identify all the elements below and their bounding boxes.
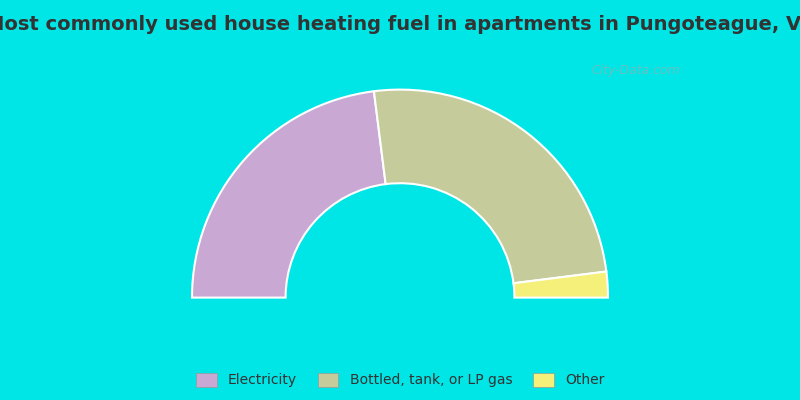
Wedge shape (374, 90, 606, 283)
Text: City-Data.com: City-Data.com (592, 64, 681, 77)
Wedge shape (192, 91, 386, 298)
Text: Most commonly used house heating fuel in apartments in Pungoteague, VA: Most commonly used house heating fuel in… (0, 14, 800, 34)
Legend: Electricity, Bottled, tank, or LP gas, Other: Electricity, Bottled, tank, or LP gas, O… (190, 367, 610, 393)
Wedge shape (514, 272, 608, 298)
